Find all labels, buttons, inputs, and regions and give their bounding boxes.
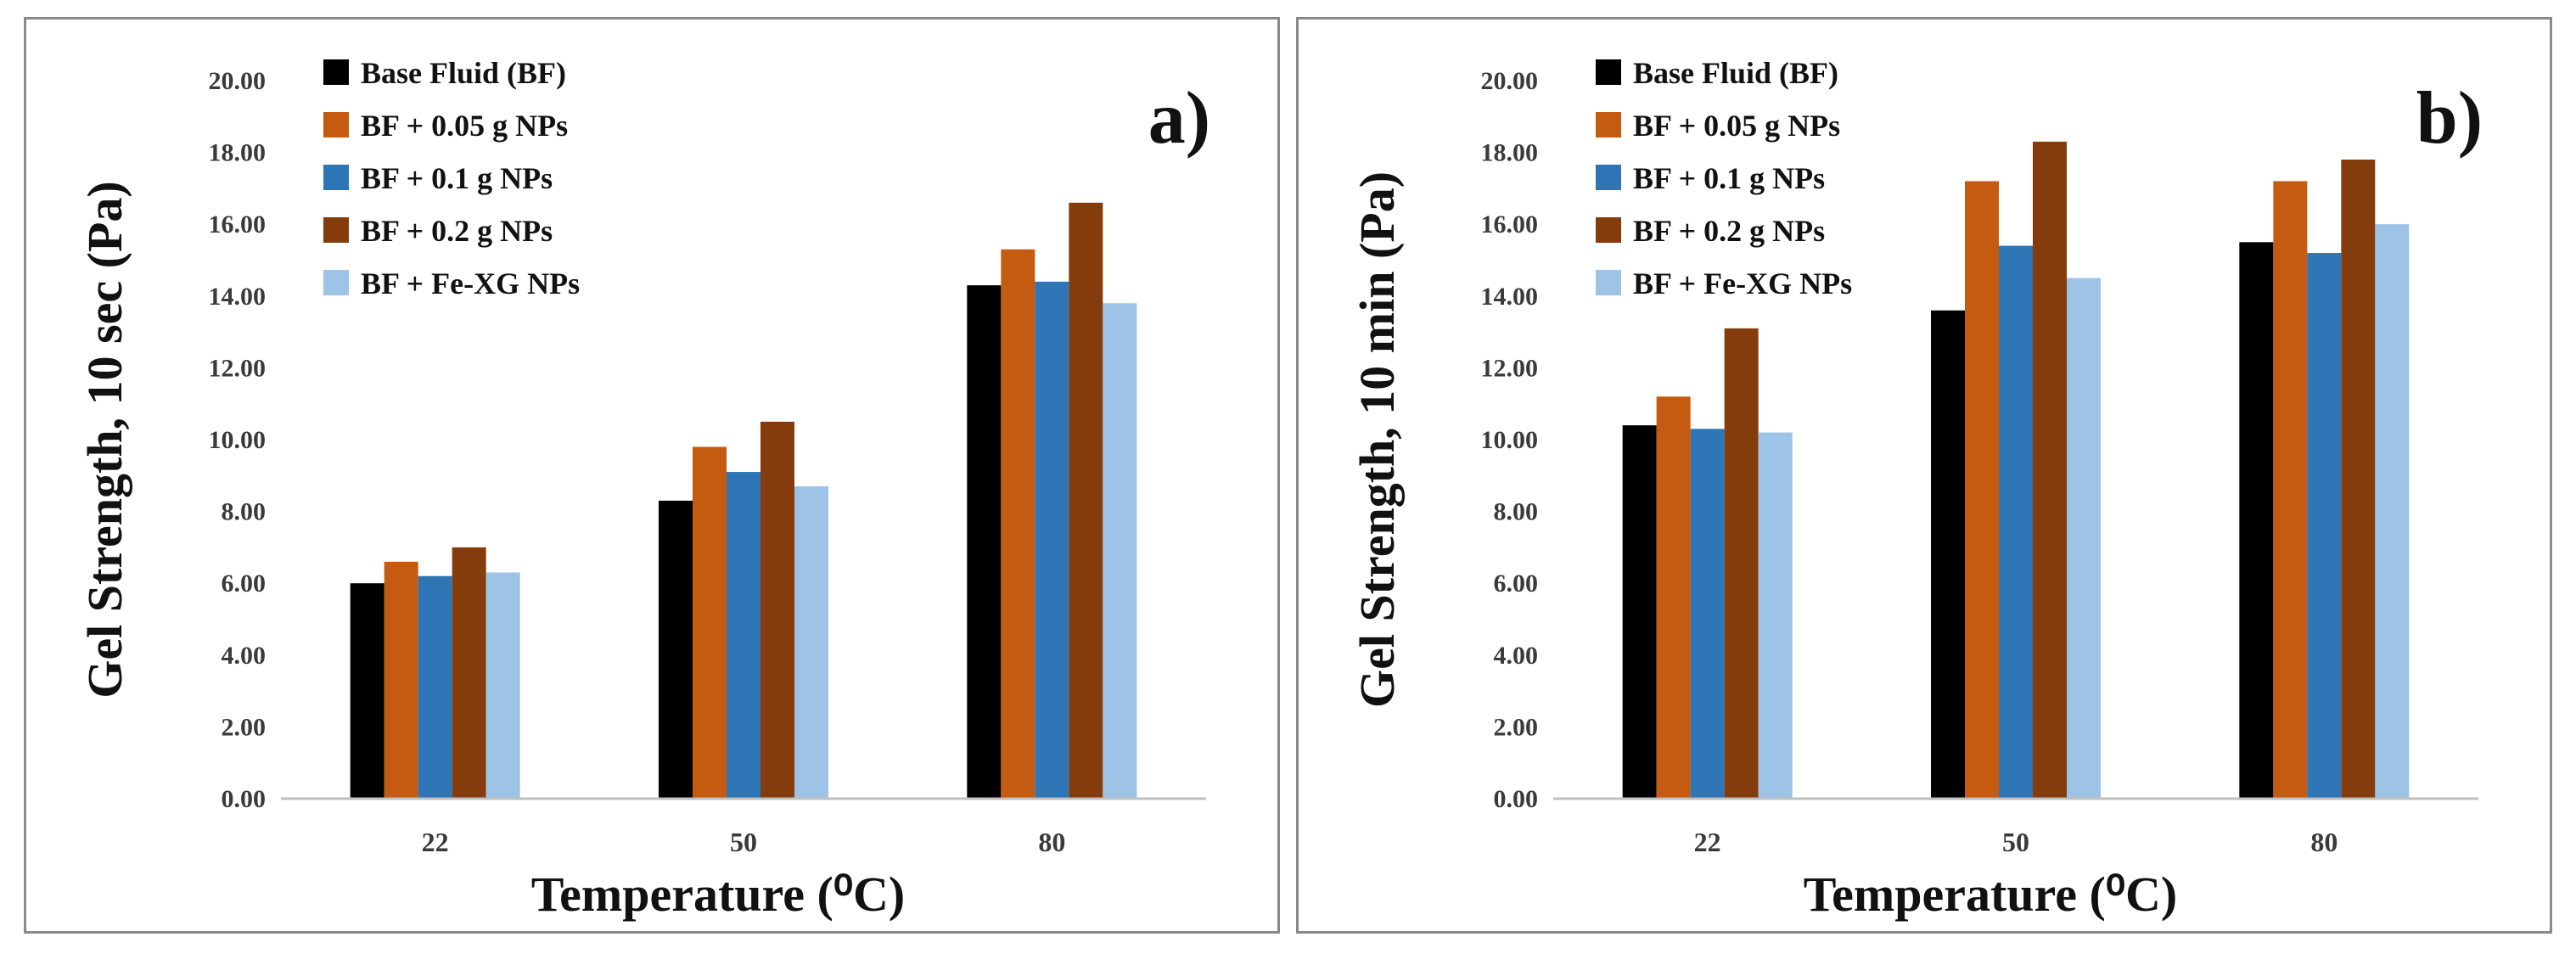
panel-label: b) <box>2416 77 2483 160</box>
bar-22-series-2 <box>1690 429 1725 799</box>
y-tick-label: 14.00 <box>1481 283 1539 311</box>
y-tick-label: 8.00 <box>222 498 267 526</box>
bar-80-series-2 <box>2307 253 2342 799</box>
legend-label: BF + 0.05 g NPs <box>361 109 568 143</box>
bar-22-series-1 <box>384 561 418 799</box>
legend-swatch <box>1596 270 1621 295</box>
bar-50-series-2 <box>727 472 760 799</box>
legend-label: BF + 0.1 g NPs <box>361 161 553 195</box>
y-tick-label: 0.00 <box>222 785 267 813</box>
x-tick-label: 80 <box>1038 827 1065 857</box>
y-tick-label: 8.00 <box>1494 498 1539 526</box>
x-tick-label: 22 <box>422 827 449 857</box>
bar-80-series-3 <box>2341 160 2376 799</box>
legend-swatch <box>1596 165 1621 190</box>
bar-50-series-1 <box>693 446 727 799</box>
legend-swatch <box>323 59 349 85</box>
bar-50-series-0 <box>659 500 693 799</box>
bar-80-series-4 <box>1103 303 1137 799</box>
y-tick-label: 12.00 <box>1481 354 1539 382</box>
bar-50-series-0 <box>1931 310 1965 800</box>
x-axis-title: Temperature (⁰C) <box>1804 867 2177 922</box>
legend-label: Base Fluid (BF) <box>1633 56 1838 90</box>
legend-label: BF + Fe-XG NPs <box>1633 267 1852 300</box>
bar-22-series-0 <box>350 583 384 799</box>
legend-swatch <box>323 217 349 243</box>
y-tick-label: 20.00 <box>209 67 267 95</box>
bar-50-series-4 <box>2067 278 2101 799</box>
x-tick-label: 50 <box>730 827 757 857</box>
bar-50-series-3 <box>760 421 794 799</box>
bar-80-series-0 <box>2239 242 2274 800</box>
legend-swatch <box>323 112 349 137</box>
bar-80-series-0 <box>967 285 1002 799</box>
bar-22-series-3 <box>452 547 486 799</box>
bar-80-series-1 <box>1001 249 1035 799</box>
bar-50-series-1 <box>1965 181 1999 799</box>
bar-50-series-3 <box>2033 141 2067 799</box>
panel-label: a) <box>1148 77 1210 160</box>
y-tick-label: 10.00 <box>209 426 267 454</box>
bar-22-series-0 <box>1622 425 1657 799</box>
y-tick-label: 20.00 <box>1481 67 1539 95</box>
y-tick-label: 4.00 <box>222 642 267 670</box>
y-tick-label: 4.00 <box>1494 642 1539 670</box>
x-tick-label: 22 <box>1694 827 1721 857</box>
bar-80-series-3 <box>1069 202 1103 799</box>
bar-22-series-1 <box>1656 396 1691 799</box>
y-tick-label: 6.00 <box>222 570 267 598</box>
y-axis-title: Gel Strength, 10 sec (Pa) <box>77 181 132 698</box>
chart-panel-a: 0.00 2.00 4.00 6.00 8.00 10.00 12.00 14.00 16.00… <box>24 17 1280 934</box>
y-tick-label: 18.00 <box>209 139 267 167</box>
bar-22-series-3 <box>1724 328 1759 799</box>
bar-22-series-2 <box>418 575 452 799</box>
y-tick-label: 18.00 <box>1481 139 1539 167</box>
chart-svg-b: 0.00 2.00 4.00 6.00 8.00 10.00 12.00 14.00 16.00… <box>1350 56 2483 922</box>
legend-label: BF + Fe-XG NPs <box>361 267 580 300</box>
bar-80-series-4 <box>2375 224 2410 799</box>
y-tick-label: 16.00 <box>209 210 267 238</box>
y-tick-label: 16.00 <box>1481 210 1539 238</box>
legend-swatch <box>323 270 349 295</box>
legend-swatch <box>1596 112 1621 137</box>
bar-22-series-4 <box>1758 432 1793 799</box>
y-tick-label: 6.00 <box>1494 570 1539 598</box>
legend-swatch <box>323 165 349 190</box>
y-tick-label: 14.00 <box>209 283 267 311</box>
legend-label: BF + 0.05 g NPs <box>1633 109 1840 143</box>
x-axis-title: Temperature (⁰C) <box>531 867 905 922</box>
legend-swatch <box>1596 217 1621 243</box>
y-axis-title: Gel Strength, 10 min (Pa) <box>1350 171 1405 708</box>
bar-80-series-2 <box>1035 281 1069 799</box>
bar-80-series-1 <box>2273 181 2308 799</box>
y-tick-label: 0.00 <box>1494 785 1539 813</box>
chart-svg-a: 0.00 2.00 4.00 6.00 8.00 10.00 12.00 14.00 16.00… <box>77 56 1210 922</box>
bar-50-series-2 <box>1999 245 2033 800</box>
y-tick-label: 10.00 <box>1481 426 1539 454</box>
legend-label: Base Fluid (BF) <box>361 56 566 90</box>
legend-label: BF + 0.2 g NPs <box>1633 214 1825 248</box>
x-tick-label: 50 <box>2002 827 2029 857</box>
x-tick-label: 80 <box>2310 827 2337 857</box>
bar-50-series-4 <box>794 485 828 799</box>
legend-label: BF + 0.2 g NPs <box>361 214 553 248</box>
legend-label: BF + 0.1 g NPs <box>1633 161 1825 195</box>
legend-swatch <box>1596 59 1621 85</box>
bar-22-series-4 <box>485 572 520 799</box>
chart-panel-b: 0.00 2.00 4.00 6.00 8.00 10.00 12.00 14.00 16.00… <box>1296 17 2552 934</box>
y-tick-label: 12.00 <box>209 354 267 382</box>
y-tick-label: 2.00 <box>1494 713 1539 741</box>
y-tick-label: 2.00 <box>222 713 267 741</box>
